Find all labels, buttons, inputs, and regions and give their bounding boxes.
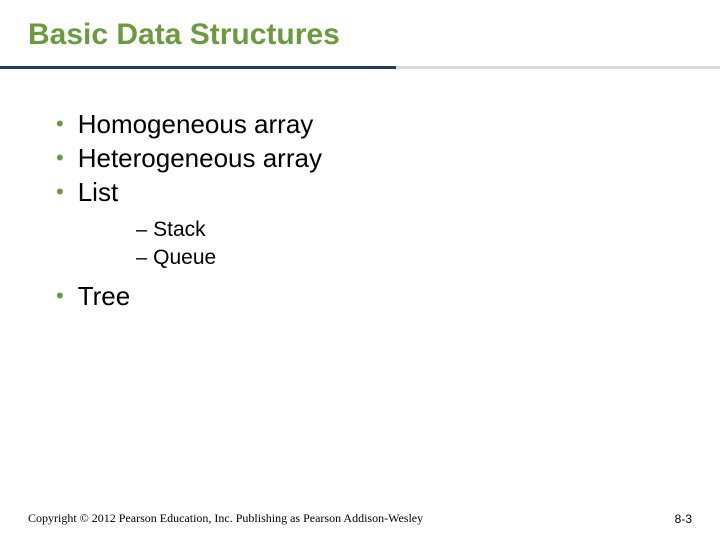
dash-icon: – [136, 245, 147, 271]
bullet-text: Tree [78, 281, 131, 311]
bullet-item: • Heterogeneous array [56, 143, 720, 173]
bullet-text: List [78, 177, 118, 207]
underline-dark [0, 66, 396, 69]
page-number: 8-3 [675, 512, 692, 526]
sub-list: – Stack – Queue [56, 211, 720, 281]
bullet-item: • Tree [56, 281, 720, 311]
underline-light [396, 66, 720, 69]
sub-text: Queue [153, 245, 216, 271]
bullet-item: • Homogeneous array [56, 109, 720, 139]
copyright-text: Copyright © 2012 Pearson Education, Inc.… [28, 511, 423, 526]
footer: Copyright © 2012 Pearson Education, Inc.… [28, 511, 692, 526]
bullet-dot-icon: • [56, 109, 64, 139]
dash-icon: – [136, 217, 147, 243]
bullet-dot-icon: • [56, 177, 64, 207]
sub-item: – Stack [136, 217, 720, 243]
title-underline [0, 66, 720, 69]
slide-title: Basic Data Structures [28, 18, 720, 52]
sub-item: – Queue [136, 245, 720, 271]
bullet-dot-icon: • [56, 143, 64, 173]
bullet-text: Heterogeneous array [78, 143, 322, 173]
content-area: • Homogeneous array • Heterogeneous arra… [0, 69, 720, 311]
bullet-item: • List [56, 177, 720, 207]
sub-text: Stack [153, 217, 206, 243]
title-bar: Basic Data Structures [0, 0, 720, 60]
bullet-text: Homogeneous array [78, 109, 314, 139]
bullet-dot-icon: • [56, 281, 64, 311]
